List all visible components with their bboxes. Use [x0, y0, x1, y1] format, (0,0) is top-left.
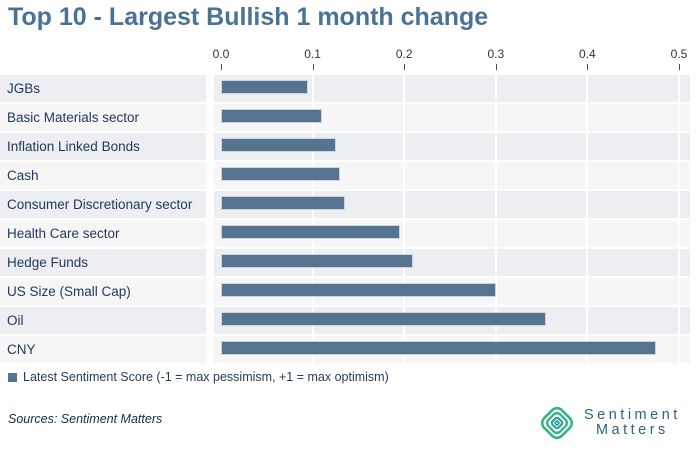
chart-row: Basic Materials sector [0, 103, 700, 132]
sentiment-score-bar [221, 312, 547, 326]
sentiment-score-bar [221, 283, 496, 297]
x-axis-tick-label: 0.1 [304, 47, 321, 61]
category-label: Oil [0, 307, 206, 334]
legend-label: Latest Sentiment Score (-1 = max pessimi… [23, 370, 389, 384]
bar-chart-plot-area: JGBs Basic Materials sector Inflation Link… [0, 74, 700, 364]
chart-row: Cash [0, 161, 700, 190]
sentiment-score-bar [221, 196, 345, 210]
chart-row: Health Care sector [0, 219, 700, 248]
category-label: Consumer Discretionary sector [0, 191, 206, 218]
x-axis-tick-mark [404, 64, 406, 70]
chart-row: Consumer Discretionary sector [0, 190, 700, 219]
chart-row: US Size (Small Cap) [0, 277, 700, 306]
chart-row: Oil [0, 306, 700, 335]
category-label: Basic Materials sector [0, 104, 206, 131]
sentiment-score-bar [221, 109, 322, 123]
brand-logo: Sentiment Matters [537, 403, 681, 443]
x-axis-tick-label: 0.0 [212, 47, 230, 61]
gridline [678, 74, 680, 364]
x-axis-tick-mark [312, 64, 314, 70]
legend-swatch-icon [8, 372, 17, 382]
sentiment-score-bar [221, 254, 414, 268]
chart-row-band [214, 220, 690, 247]
gridline [311, 74, 314, 364]
concentric-diamond-icon [540, 406, 574, 440]
sentiment-score-bar [221, 341, 657, 355]
x-axis-tick-label: 0.4 [579, 47, 596, 61]
x-axis-tick-label: 0.5 [670, 47, 688, 61]
chart-row-band [214, 162, 690, 189]
chart-row-band [214, 133, 690, 160]
category-label: Cash [0, 162, 206, 189]
category-label: CNY [0, 336, 206, 363]
x-axis-tick-mark [221, 64, 222, 70]
x-axis-tick-label: 0.2 [395, 47, 413, 61]
x-axis-tick-mark [679, 64, 680, 70]
chart-row-band [214, 75, 690, 102]
chart-row-band [214, 278, 690, 305]
chart-row-band [214, 307, 690, 334]
brand-logo-text: Sentiment Matters [584, 406, 681, 439]
chart-row: CNY [0, 335, 700, 364]
gridline [586, 74, 589, 364]
brand-logo-line1: Sentiment [584, 406, 681, 423]
category-label: Hedge Funds [0, 249, 206, 276]
legend: Latest Sentiment Score (-1 = max pessimi… [8, 370, 389, 384]
sentiment-score-bar [221, 167, 341, 181]
x-axis-tick-mark [495, 64, 497, 70]
brand-logo-line2: Matters [595, 422, 669, 438]
category-label: Inflation Linked Bonds [0, 133, 206, 160]
sentiment-score-bar [221, 138, 336, 152]
chart-row-band [214, 104, 690, 131]
sentiment-score-bar [221, 80, 309, 94]
chart-row: Hedge Funds [0, 248, 700, 277]
chart-row: JGBs [0, 74, 700, 103]
gridline [403, 74, 406, 364]
chart-row-band [214, 191, 690, 218]
gridline [494, 74, 497, 364]
chart-row-band [214, 249, 690, 276]
category-label: JGBs [0, 75, 206, 102]
x-axis-tick-mark [587, 64, 589, 70]
chart-row: Inflation Linked Bonds [0, 132, 700, 161]
chart-row-band [214, 336, 690, 363]
category-label: Health Care sector [0, 220, 206, 247]
page-title: Top 10 - Largest Bullish 1 month change [8, 3, 489, 31]
sentiment-score-bar [221, 225, 400, 239]
sources-note: Sources: Sentiment Matters [8, 412, 163, 426]
x-axis-tick-label: 0.3 [487, 47, 505, 61]
category-label: US Size (Small Cap) [0, 278, 206, 305]
